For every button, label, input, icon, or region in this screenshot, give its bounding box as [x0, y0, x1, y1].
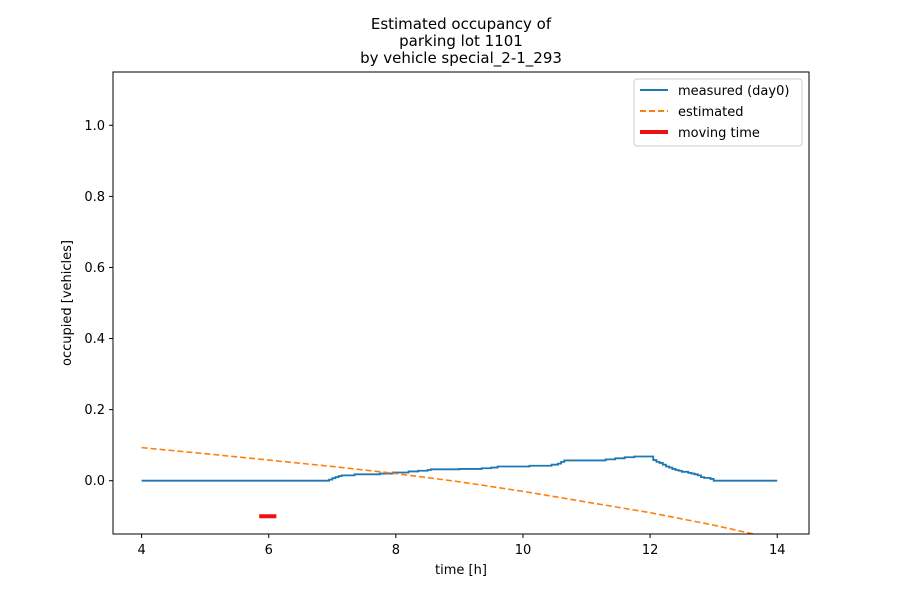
y-axis-label: occupied [vehicles] [60, 240, 75, 366]
legend: measured (day0) estimated moving time [633, 78, 803, 147]
x-tick-label: 10 [515, 543, 532, 558]
x-tick-label: 14 [769, 543, 786, 558]
plot-area [141, 446, 778, 534]
y-tick-label: 1.0 [84, 119, 105, 134]
legend-box [633, 78, 803, 147]
x-tick-label: 4 [137, 543, 145, 558]
x-axis-label: time [h] [435, 563, 487, 578]
y-tick-label: 0.4 [84, 332, 105, 347]
legend-label-moving-time: moving time [678, 126, 760, 141]
x-tick-label: 6 [265, 543, 273, 558]
axis-ticks: 4 6 8 10 12 14 0.0 0.2 0.4 0.6 0.8 1.0 [84, 119, 785, 558]
chart-title-line-1: Estimated occupancy of [371, 15, 552, 33]
y-tick-label: 0.8 [84, 190, 105, 205]
y-tick-label: 0.0 [84, 474, 105, 489]
legend-label-measured: measured (day0) [678, 84, 789, 99]
chart-title-line-3: by vehicle special_2-1_293 [360, 49, 562, 68]
legend-label-estimated: estimated [678, 105, 743, 120]
chart-title: Estimated occupancy of parking lot 1101 … [360, 15, 562, 68]
y-tick-label: 0.2 [84, 403, 105, 418]
x-tick-label: 8 [392, 543, 400, 558]
x-tick-label: 12 [642, 543, 659, 558]
plot-frame [112, 71, 810, 535]
series-line-estimated [141, 446, 758, 534]
series-line-measured-day0 [141, 455, 778, 482]
y-tick-label: 0.6 [84, 261, 105, 276]
chart-title-line-2: parking lot 1101 [399, 32, 523, 50]
